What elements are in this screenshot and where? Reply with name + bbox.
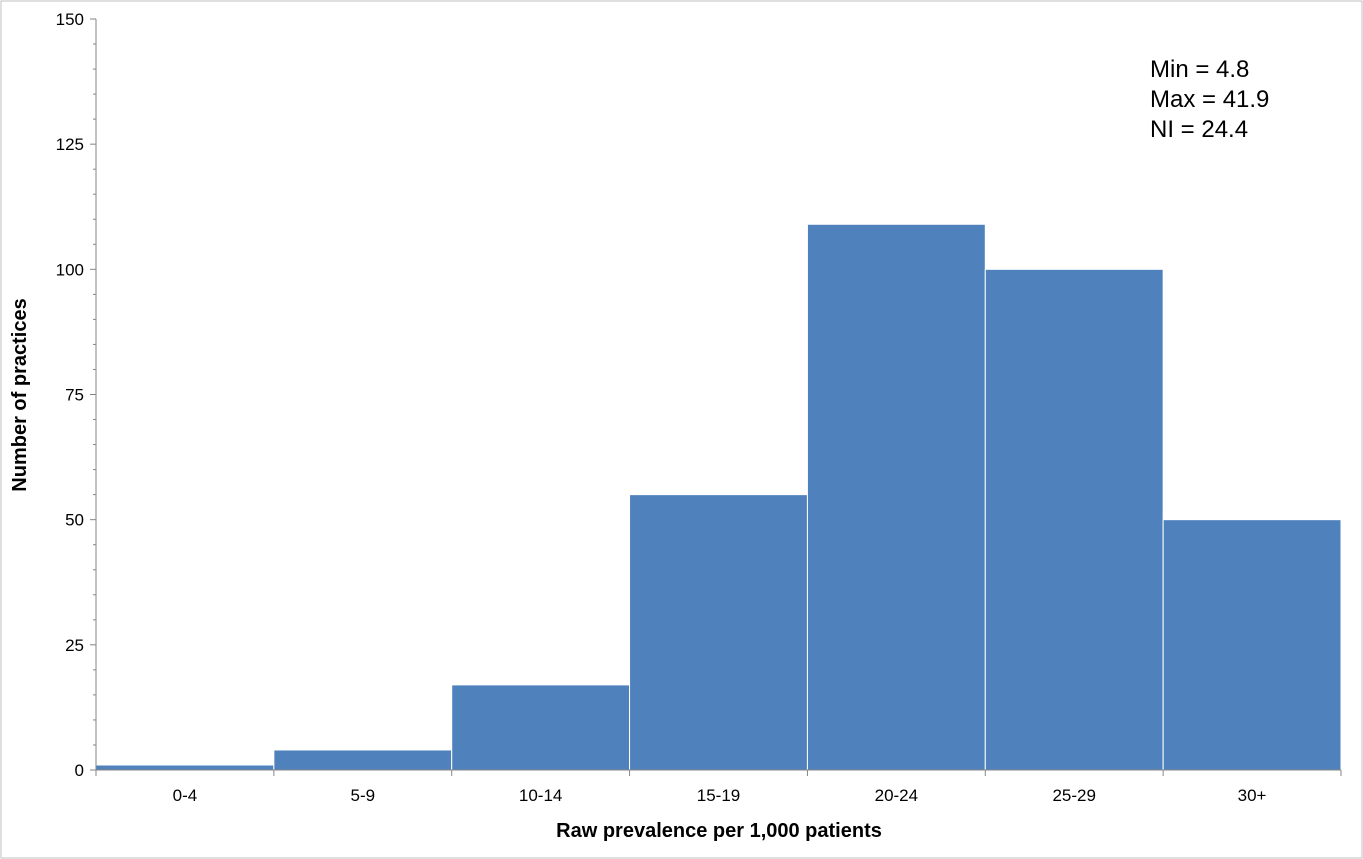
bar-5 — [984, 268, 1164, 771]
stats-annotation-line: Max = 41.9 — [1150, 86, 1269, 113]
y-tick-label: 100 — [56, 260, 84, 279]
x-tick-label: 25-29 — [1052, 786, 1095, 805]
bar-4 — [806, 223, 986, 771]
x-tick-label: 10-14 — [519, 786, 562, 805]
bar-3 — [629, 494, 808, 771]
x-tick-label: 30+ — [1238, 786, 1267, 805]
y-tick-label: 75 — [65, 386, 84, 405]
x-tick-label: 5-9 — [350, 786, 375, 805]
y-tick-label: 0 — [75, 761, 84, 780]
x-axis-title: Raw prevalence per 1,000 patients — [556, 820, 882, 842]
x-tick-label: 0-4 — [173, 786, 198, 805]
y-tick-label: 125 — [56, 135, 84, 154]
bar-6 — [1162, 519, 1342, 771]
y-axis-title: Number of practices — [9, 298, 31, 491]
y-axis: 0 25 50 75 100 125 150 — [56, 10, 97, 780]
y-tick-label: 25 — [65, 636, 84, 655]
x-tick-label: 20-24 — [875, 786, 918, 805]
stats-annotation: Min = 4.8 Max = 41.9 NI = 24.4 — [1150, 56, 1269, 143]
stats-annotation-line: NI = 24.4 — [1150, 116, 1248, 143]
bar-0 — [95, 764, 275, 771]
bar-1 — [273, 749, 453, 771]
stats-annotation-line: Min = 4.8 — [1150, 56, 1249, 83]
x-axis: 0-4 5-9 10-14 15-19 20-24 25-29 30+ — [95, 769, 1342, 805]
bars-group — [95, 223, 1342, 771]
bar-2 — [451, 684, 631, 771]
x-tick-label: 15-19 — [697, 786, 740, 805]
y-tick-label: 50 — [65, 511, 84, 530]
y-tick-label: 150 — [56, 10, 84, 29]
